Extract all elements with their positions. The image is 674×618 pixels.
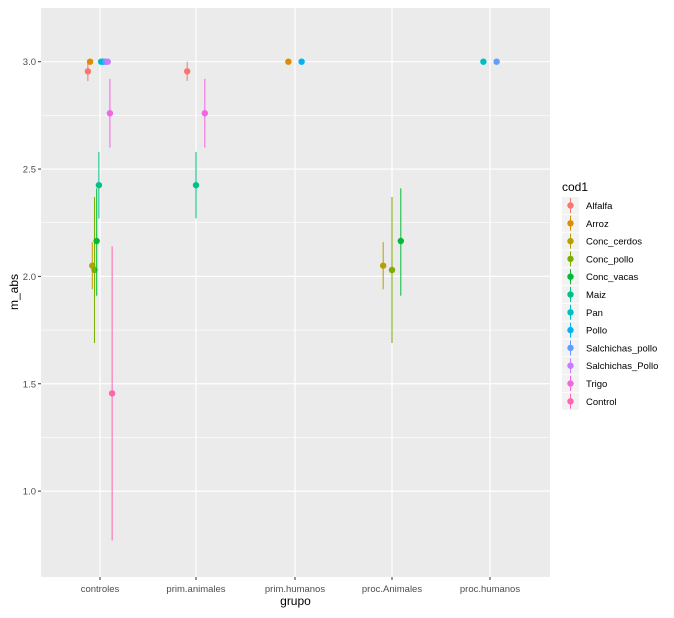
legend-label: Pollo [586, 326, 607, 337]
legend-key-dot [567, 344, 574, 352]
series-point-Conc_pollo [91, 196, 98, 343]
data-point [104, 58, 111, 65]
y-axis-title: m_abs [7, 274, 21, 310]
series-point-Trigo [201, 78, 209, 148]
legend-item: Conc_cerdos [562, 232, 642, 250]
series-point-Conc_vacas [397, 188, 405, 296]
legend-item: Conc_pollo [562, 250, 634, 268]
series-point-Alfalfa [84, 61, 92, 82]
legend-label: Maiz [586, 290, 606, 301]
series-point-Conc_pollo [388, 196, 396, 343]
x-tick-label: proc.humanos [460, 584, 520, 595]
legend-key-dot [567, 362, 574, 369]
y-tick-label: 1.5 [23, 379, 36, 390]
legend-key-dot [567, 291, 574, 298]
data-point [493, 58, 500, 65]
series-point-Pan [480, 58, 487, 65]
data-point [106, 110, 114, 117]
x-tick-label: proc.Animales [362, 584, 422, 595]
series-point-Alfalfa [183, 61, 191, 82]
series-point-Conc_vacas [93, 188, 100, 296]
data-point [192, 181, 200, 189]
legend-label: Conc_pollo [586, 254, 634, 265]
legend-item: Arroz [562, 214, 609, 232]
legend-label: Alfalfa [586, 201, 613, 212]
data-point [91, 266, 98, 274]
series-point-Arroz [285, 58, 292, 65]
legend-key-dot [567, 220, 574, 227]
series-point-Maiz [95, 151, 103, 219]
legend-key-dot [567, 273, 574, 280]
data-point [86, 58, 94, 65]
series-point-Trigo [106, 78, 114, 148]
legend-item: Trigo [562, 375, 607, 392]
y-tick-label: 2.5 [23, 165, 36, 176]
data-point [397, 237, 405, 245]
legend: cod1 Alfalfa Arroz Conc_cerdos Conc_pollo Co… [562, 180, 658, 410]
series-point-Maiz [192, 151, 200, 219]
legend-item: Maiz [562, 286, 606, 303]
series-point-Salchichas_pollo [493, 58, 500, 65]
series-layer [84, 58, 500, 541]
legend-item: Salchichas_Pollo [562, 357, 658, 375]
series-point-Conc_cerdos [379, 242, 387, 290]
y-axis: 1.0 1.5 2.0 2.5 3.0 [23, 57, 41, 498]
series-point-Control [108, 246, 116, 541]
series-point-Pollo [298, 58, 305, 65]
data-point [388, 266, 396, 274]
legend-key-dot [567, 255, 574, 263]
legend-key-dot [567, 237, 574, 245]
legend-key-dot [567, 309, 574, 316]
y-tick-label: 1.0 [23, 487, 36, 498]
legend-label: Conc_vacas [586, 272, 639, 283]
legend-title: cod1 [562, 180, 588, 194]
data-point [84, 68, 92, 75]
data-point [183, 68, 191, 75]
data-point [298, 58, 305, 65]
data-point [201, 110, 209, 117]
major-gridlines [41, 8, 550, 577]
legend-key-dot [567, 202, 574, 209]
y-tick-label: 2.0 [23, 272, 36, 283]
legend-label: Control [586, 397, 617, 408]
legend-key-dot [567, 326, 574, 334]
x-tick-label: prim.animales [166, 584, 225, 595]
data-point [285, 58, 292, 65]
x-tick-label: prim.humanos [265, 584, 325, 595]
x-tick-label: controles [81, 584, 120, 595]
legend-item: Conc_vacas [562, 268, 639, 286]
data-point [93, 237, 100, 245]
legend-key-dot [567, 398, 574, 405]
data-point [108, 390, 116, 397]
legend-item: Pan [562, 303, 603, 321]
legend-label: Arroz [586, 219, 609, 230]
series-point-Arroz [86, 58, 94, 65]
legend-label: Conc_cerdos [586, 237, 642, 248]
legend-label: Salchichas_Pollo [586, 361, 658, 372]
legend-key-dot [567, 380, 574, 387]
legend-item: Control [562, 392, 617, 410]
x-axis-title: grupo [280, 594, 311, 608]
legend-label: Pan [586, 308, 603, 319]
legend-item: Salchichas_pollo [562, 339, 657, 357]
x-axis: controles prim.animales prim.humanos proc.A… [81, 577, 520, 595]
data-point [379, 262, 387, 269]
legend-label: Salchichas_pollo [586, 343, 657, 354]
data-point [480, 58, 487, 65]
legend-item: Pollo [562, 321, 607, 339]
legend-item: Alfalfa [562, 197, 613, 214]
series-point-Salchichas_Pollo [104, 58, 111, 65]
y-tick-label: 3.0 [23, 57, 36, 68]
legend-label: Trigo [586, 379, 607, 390]
data-point [95, 181, 103, 189]
